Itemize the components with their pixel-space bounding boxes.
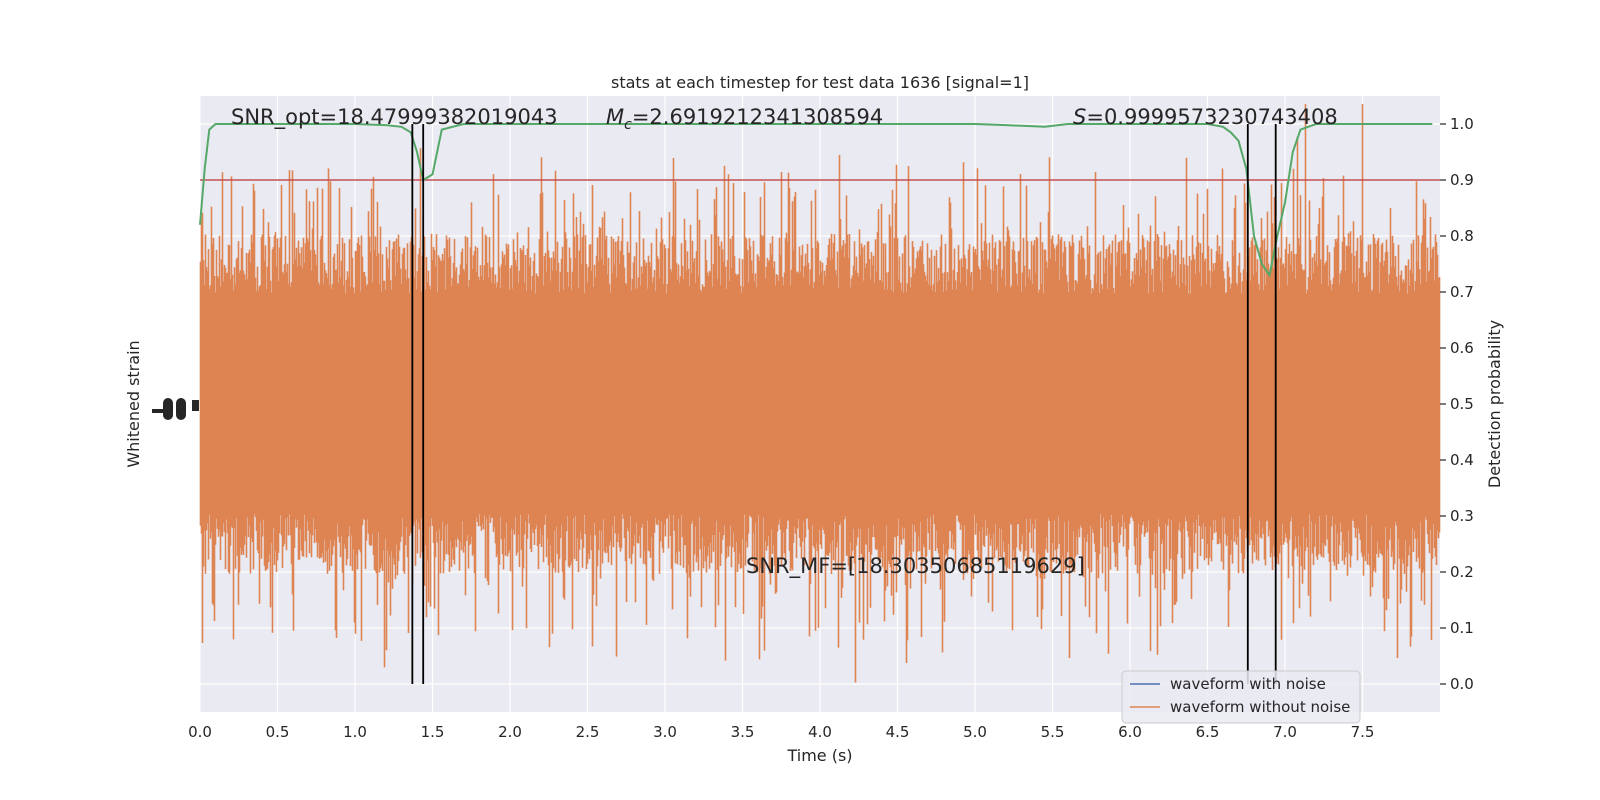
x-tick-label: 1.5 [421, 723, 445, 741]
chirp-mass-annotation: Mc=2.6919212341308594 [606, 105, 883, 133]
x-tick-label: 3.5 [731, 723, 755, 741]
x-tick-label: 5.5 [1041, 723, 1065, 741]
legend-label-with-noise: waveform with noise [1170, 675, 1326, 693]
x-tick-label: 7.0 [1273, 723, 1297, 741]
y-right-tick-label: 0.6 [1450, 339, 1474, 357]
left-tick-blob [176, 398, 186, 420]
snr-opt-annotation: SNR_opt=18.47999382019043 [231, 105, 558, 130]
x-tick-label: 2.0 [498, 723, 522, 741]
snr-mf-annotation: SNR_MF=[18.30350685119629] [746, 554, 1085, 579]
left-axis-collapsed-ticks [152, 398, 199, 420]
mc-value: =2.6919212341308594 [632, 105, 883, 129]
legend: waveform with noise waveform without noi… [1121, 670, 1361, 724]
x-tick-label: 4.0 [808, 723, 832, 741]
x-tick-label: 1.0 [343, 723, 367, 741]
y-right-tick-label: 1.0 [1450, 115, 1474, 133]
x-tick-label: 6.0 [1118, 723, 1142, 741]
probability-layer [199, 123, 1433, 278]
y-right-tick-label: 0.1 [1450, 619, 1474, 637]
detection-probability-line [199, 123, 1433, 278]
s-annotation: S=0.9999573230743408 [1073, 105, 1338, 129]
x-tick-label: 2.5 [576, 723, 600, 741]
strain-series [199, 104, 1441, 683]
x-axis-label: Time (s) [786, 746, 852, 765]
x-tick-label: 0.5 [266, 723, 290, 741]
y-right-tick-label: 0.4 [1450, 451, 1474, 469]
strain-waveform [199, 104, 1441, 683]
y-left-axis-label: Whitened strain [124, 340, 143, 467]
y-right-tick-label: 0.3 [1450, 507, 1474, 525]
left-tick-blob [152, 409, 165, 413]
y-right-tick-label: 0.0 [1450, 675, 1474, 693]
x-tick-label: 6.5 [1196, 723, 1220, 741]
x-tick-label: 4.5 [886, 723, 910, 741]
y-right-tick-label: 0.2 [1450, 563, 1474, 581]
mc-subscript: c [624, 117, 632, 133]
y-right-axis-label: Detection probability [1485, 320, 1504, 488]
x-tick-label: 5.0 [963, 723, 987, 741]
y-right-tick-label: 0.9 [1450, 171, 1474, 189]
y-right-tick-label: 0.5 [1450, 395, 1474, 413]
s-value: =0.9999573230743408 [1086, 105, 1337, 129]
x-tick-label: 0.0 [188, 723, 212, 741]
y-right-tick-label: 0.8 [1450, 227, 1474, 245]
mc-symbol: M [606, 105, 624, 129]
legend-label-without-noise: waveform without noise [1170, 698, 1350, 716]
chart-title: stats at each timestep for test data 163… [611, 73, 1029, 92]
y-right-axis-ticks: 0.0 0.1 0.2 0.3 0.4 0.5 0.6 0.7 0.8 0.9 1.0 [1440, 115, 1474, 693]
legend-box [1121, 670, 1361, 724]
s-symbol: S [1073, 105, 1086, 129]
left-tick-blob [163, 398, 173, 420]
event-markers [411, 124, 1277, 684]
x-axis-ticks: 0.0 0.5 1.0 1.5 2.0 2.5 3.0 3.5 4.0 4.5 5.0 5.5 6.0 6… [188, 723, 1374, 741]
left-tick-blob [192, 400, 199, 411]
x-tick-label: 7.5 [1351, 723, 1375, 741]
x-tick-label: 3.0 [653, 723, 677, 741]
y-right-tick-label: 0.7 [1450, 283, 1474, 301]
